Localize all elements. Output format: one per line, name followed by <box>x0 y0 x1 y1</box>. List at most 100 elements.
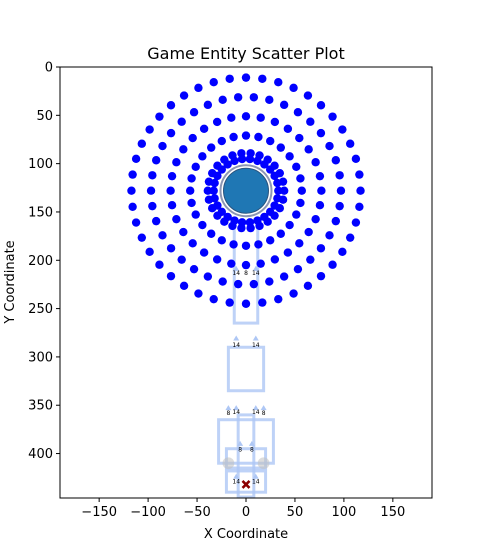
axis-ticks: −150 −100 −50 0 50 100 150 0 50 100 150 200 250 300 35… <box>28 61 405 521</box>
neutral-circle-0 <box>222 457 235 470</box>
y-tick-label-2: 100 <box>28 157 53 172</box>
ring-0-point-38 <box>316 101 326 110</box>
ring-2-point-31 <box>315 171 325 181</box>
ring-3-point-7 <box>241 241 251 250</box>
arrow-6 <box>252 405 259 411</box>
ring-0-point-3 <box>345 233 355 242</box>
ring-5-point-22 <box>260 160 269 169</box>
ring-2-point-7 <box>256 259 265 268</box>
ring-1-point-6 <box>293 264 303 274</box>
y-tick-label-7: 350 <box>28 399 53 414</box>
central-body <box>223 167 269 214</box>
ring-2-point-9 <box>227 259 236 268</box>
annotation-label-5: 8 <box>226 410 230 417</box>
ring-1-point-7 <box>279 272 289 281</box>
ring-0-point-19 <box>137 233 147 242</box>
arrow-0 <box>233 265 240 271</box>
x-tick-label-1: −100 <box>130 505 166 520</box>
ring-1-point-15 <box>166 244 176 253</box>
ring-3-point-24 <box>276 143 285 152</box>
ring-1-point-34 <box>316 128 326 138</box>
ring-3-point-3 <box>285 220 294 230</box>
ring-5-point-25 <box>273 178 282 188</box>
ring-3-point-5 <box>266 236 275 245</box>
ring-0-point-11 <box>241 299 251 308</box>
ring-2-point-25 <box>256 113 265 122</box>
annotation-label-4: 14 <box>252 342 260 349</box>
y-tick-label-6: 300 <box>28 350 53 365</box>
ring-0-point-2 <box>351 218 361 227</box>
ring-3-point-17 <box>198 152 207 161</box>
ring-1-point-2 <box>331 216 341 226</box>
ring-3-point-23 <box>266 136 275 146</box>
ring-1-point-26 <box>203 100 213 110</box>
ring-2-point-17 <box>167 171 177 181</box>
y-tick-label-4: 200 <box>28 254 53 269</box>
ring-3-point-13 <box>187 198 196 208</box>
ring-0-point-0 <box>356 186 365 195</box>
chart-title: Game Entity Scatter Plot <box>147 44 344 63</box>
ring-1-point-1 <box>335 201 344 211</box>
ring-1-point-25 <box>189 108 199 117</box>
ring-1-point-33 <box>306 117 315 126</box>
ring-0-point-21 <box>128 202 137 211</box>
ring-2-point-24 <box>241 112 251 121</box>
ring-5-point-16 <box>217 165 227 174</box>
ring-2-point-11 <box>199 248 209 257</box>
x-tick-label-0: −150 <box>81 505 117 520</box>
annotation-label-9: 8 <box>238 447 242 454</box>
ring-5-point-24 <box>270 171 279 181</box>
ring-1-point-28 <box>233 93 243 102</box>
ring-3-point-9 <box>217 236 226 245</box>
arrow-4 <box>225 405 232 411</box>
ring-2-point-6 <box>270 255 280 264</box>
ring-0-point-12 <box>225 298 234 307</box>
ring-1-point-17 <box>151 216 161 226</box>
ring-3-point-0 <box>297 186 306 195</box>
ring-1-point-11 <box>218 277 227 286</box>
ring-0-point-18 <box>145 247 154 257</box>
ring-3-point-12 <box>191 210 200 219</box>
ring-0-point-41 <box>345 139 355 148</box>
ring-2-point-1 <box>315 201 325 210</box>
annotation-label-0: 14 <box>232 270 240 277</box>
ring-1-point-31 <box>279 100 289 110</box>
ring-3-point-10 <box>207 229 216 238</box>
ring-1-point-0 <box>336 186 346 195</box>
ring-0-point-34 <box>258 74 267 83</box>
x-tick-label-4: 50 <box>287 505 304 520</box>
ring-5-point-9 <box>223 212 232 222</box>
ring-3-point-6 <box>254 240 263 249</box>
ring-0-point-43 <box>355 170 364 179</box>
x-tick-label-3: 0 <box>242 505 250 520</box>
ring-5-point-21 <box>253 156 262 166</box>
annotation-label-10: 8 <box>250 447 254 454</box>
ring-0-point-8 <box>289 289 298 298</box>
ring-0-point-42 <box>351 154 361 164</box>
ring-0-point-23 <box>128 170 137 179</box>
ring-0-point-25 <box>137 139 147 148</box>
ring-0-point-31 <box>209 78 218 87</box>
ring-2-point-21 <box>199 124 209 134</box>
ring-0-point-40 <box>338 125 347 134</box>
ring-5-point-20 <box>245 154 255 164</box>
arrow-10 <box>233 473 240 479</box>
ring-3-point-16 <box>191 162 200 171</box>
ring-5-point-6 <box>245 218 255 227</box>
ring-5-point-19 <box>237 154 247 164</box>
ring-0-point-13 <box>209 294 218 304</box>
ring-0-point-30 <box>194 83 203 93</box>
ring-0-point-20 <box>131 218 141 227</box>
ring-2-point-16 <box>166 186 175 195</box>
arrow-11 <box>252 473 259 479</box>
ring-1-point-29 <box>249 93 259 102</box>
ring-3-point-19 <box>217 136 226 146</box>
ring-5-point-23 <box>265 165 275 174</box>
ring-0-point-29 <box>179 91 189 100</box>
ring-1-point-14 <box>177 255 186 264</box>
ring-5-point-12 <box>210 194 219 203</box>
ring-2-point-27 <box>283 124 293 134</box>
neutral-circle-1 <box>257 457 270 470</box>
ring-0-point-1 <box>355 202 364 211</box>
